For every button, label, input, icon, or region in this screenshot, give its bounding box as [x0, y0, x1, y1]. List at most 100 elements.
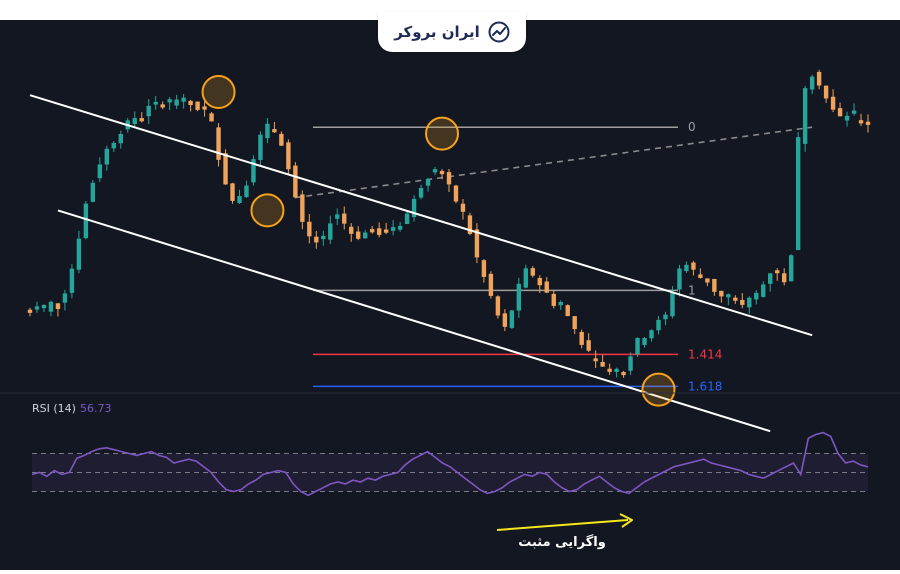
candle [523, 268, 529, 288]
candle [90, 182, 96, 202]
candle [146, 105, 151, 117]
candle [27, 309, 33, 313]
candle [656, 319, 661, 331]
candle [202, 106, 207, 110]
candle [328, 223, 333, 240]
candle [509, 310, 515, 328]
candle [307, 221, 312, 237]
candle [467, 215, 473, 234]
candle [258, 134, 263, 160]
swing-point-circle [250, 193, 285, 228]
candle [788, 255, 794, 282]
candle [844, 115, 850, 121]
candle [858, 120, 864, 124]
brand-name: ایران بروکر [394, 23, 480, 41]
brand-logo: ایران بروکر [378, 12, 526, 52]
candle [279, 133, 284, 146]
candle [488, 273, 494, 296]
candle [390, 227, 396, 231]
candle [321, 235, 326, 240]
candle [481, 260, 487, 277]
candle [195, 101, 200, 110]
candle [181, 97, 186, 102]
candle [153, 101, 158, 105]
candle [593, 358, 598, 362]
candle [76, 238, 82, 270]
candle [649, 330, 654, 339]
candle [830, 96, 836, 110]
candle [851, 110, 857, 114]
candle [823, 85, 829, 99]
candle [460, 203, 466, 212]
candle [446, 172, 452, 185]
candle [712, 279, 717, 292]
candle [286, 142, 291, 170]
fib-level-label: 1 [688, 283, 696, 297]
candle [216, 127, 221, 160]
candle [272, 129, 277, 133]
projection-dashed-line [295, 126, 813, 199]
candle [293, 165, 298, 198]
candle [118, 134, 123, 144]
candle [97, 164, 103, 179]
candle [223, 153, 228, 185]
fib-level-label: 1.414 [688, 347, 722, 361]
candle [251, 159, 256, 183]
candle [802, 88, 808, 144]
candle [719, 290, 724, 297]
candle [607, 368, 612, 372]
swing-point-circle [641, 372, 676, 407]
candle [34, 306, 40, 310]
candle [516, 283, 522, 311]
candle [726, 294, 731, 298]
candle [474, 229, 480, 258]
candle [865, 121, 871, 125]
candle [565, 305, 570, 317]
divergence-label: واگرایی مثبت [518, 534, 606, 550]
candle [761, 284, 766, 297]
candle [349, 226, 354, 234]
candle [363, 232, 368, 239]
candle [244, 185, 249, 198]
candle [747, 297, 752, 308]
candle [265, 123, 270, 139]
candle [83, 203, 89, 239]
candle [530, 268, 535, 276]
candle [167, 99, 172, 103]
fib-level-label: 1.618 [688, 379, 722, 393]
candle [230, 183, 235, 201]
candle [775, 270, 780, 274]
upper-channel-line [29, 94, 813, 337]
candle [684, 264, 689, 272]
trend-up-logo-icon [488, 21, 510, 43]
lower-channel-line [57, 209, 771, 433]
candle [104, 148, 110, 165]
candle [314, 236, 319, 243]
fib-level-label: 0 [688, 120, 696, 134]
candle [397, 225, 403, 230]
candle [41, 304, 47, 309]
candle [55, 303, 61, 309]
candle [69, 268, 75, 293]
candle [705, 278, 710, 283]
candle [188, 100, 193, 106]
rsi-title: RSI (14) [32, 402, 76, 415]
candle [586, 340, 591, 351]
candle [621, 371, 626, 376]
rsi-line [31, 431, 869, 497]
candle [551, 293, 556, 306]
candle [404, 213, 410, 224]
candle [809, 76, 815, 90]
rsi-current-value: 56.73 [80, 402, 112, 415]
candle [740, 299, 745, 305]
candle [768, 273, 773, 284]
candle [544, 281, 549, 293]
candle [816, 71, 822, 86]
candle [572, 316, 577, 330]
candle [691, 262, 696, 270]
divergence-arrow-head [619, 513, 633, 528]
swing-point-circle [425, 116, 460, 151]
candle [558, 302, 563, 306]
candle [663, 314, 668, 320]
candle [369, 229, 375, 233]
